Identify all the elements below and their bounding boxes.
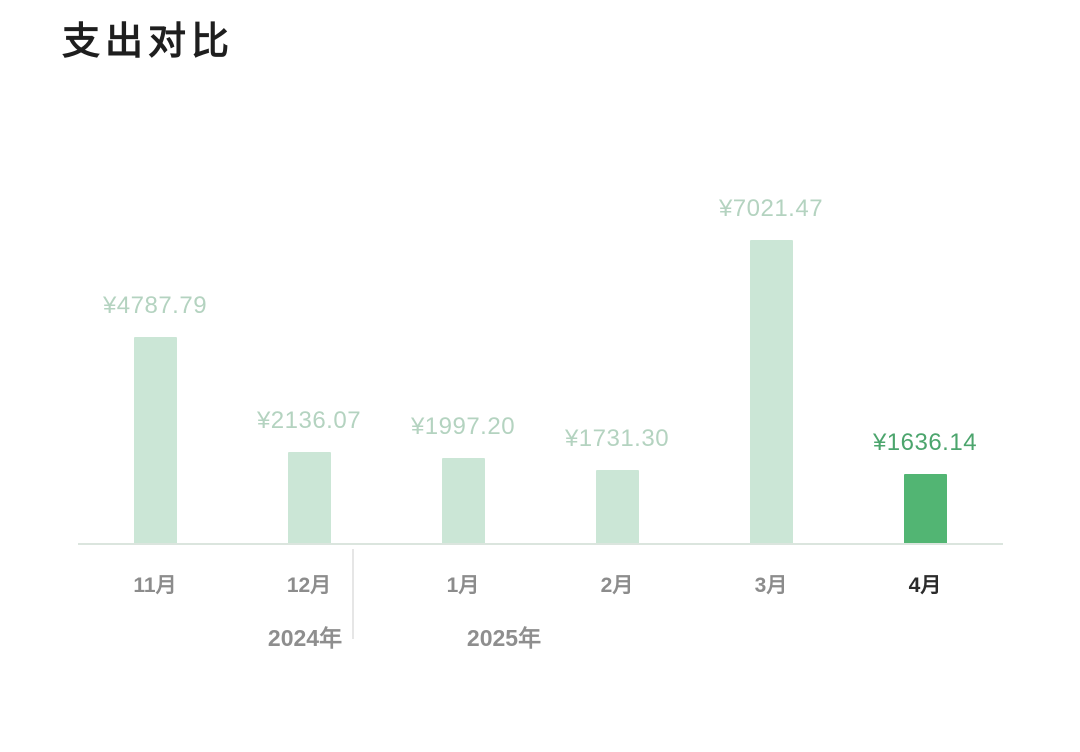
year-label-2025: 2025年: [466, 625, 542, 651]
month-label-4月: 4月: [908, 574, 942, 597]
bar-column-11月: ¥4787.79: [78, 292, 232, 545]
bar-3月[interactable]: [749, 240, 793, 545]
month-label-11月: 11月: [133, 574, 177, 597]
bars-area: ¥4787.79 ¥2136.07 ¥1997.20 ¥1731.30 ¥7021.47…: [78, 0, 1002, 545]
month-labels-row: 11月 12月 1月 2月 3月 4月: [78, 569, 1002, 599]
bar-value-label-12月: ¥2136.07: [256, 407, 362, 435]
bar-value-label-4月: ¥1636.14: [872, 428, 978, 456]
bar-2月[interactable]: [595, 469, 639, 545]
bar-column-4月: ¥1636.14: [848, 429, 1002, 545]
year-label-2024: 2024年: [267, 625, 343, 651]
bar-column-2月: ¥1731.30: [540, 425, 694, 545]
x-axis-line: [78, 543, 1003, 545]
bar-value-label-1月: ¥1997.20: [410, 413, 516, 441]
bar-value-label-2月: ¥1731.30: [564, 424, 670, 452]
bar-value-label-3月: ¥7021.47: [718, 195, 824, 222]
bar-value-label-11月: ¥4787.79: [102, 292, 208, 319]
year-separator-line: [352, 549, 354, 639]
bar-column-3月: ¥7021.47: [694, 195, 848, 545]
bar-1月[interactable]: [441, 458, 485, 545]
bar-column-1月: ¥1997.20: [386, 413, 540, 545]
month-label-2月: 2月: [600, 574, 634, 597]
month-label-1月: 1月: [446, 574, 480, 597]
month-label-12月: 12月: [286, 574, 332, 597]
page-title: 支出对比: [62, 21, 235, 63]
bar-11月[interactable]: [133, 337, 177, 545]
bar-column-12月: ¥2136.07: [232, 407, 386, 545]
bar-4月[interactable]: [903, 473, 947, 545]
bar-12月[interactable]: [287, 452, 331, 545]
month-label-3月: 3月: [754, 574, 788, 597]
